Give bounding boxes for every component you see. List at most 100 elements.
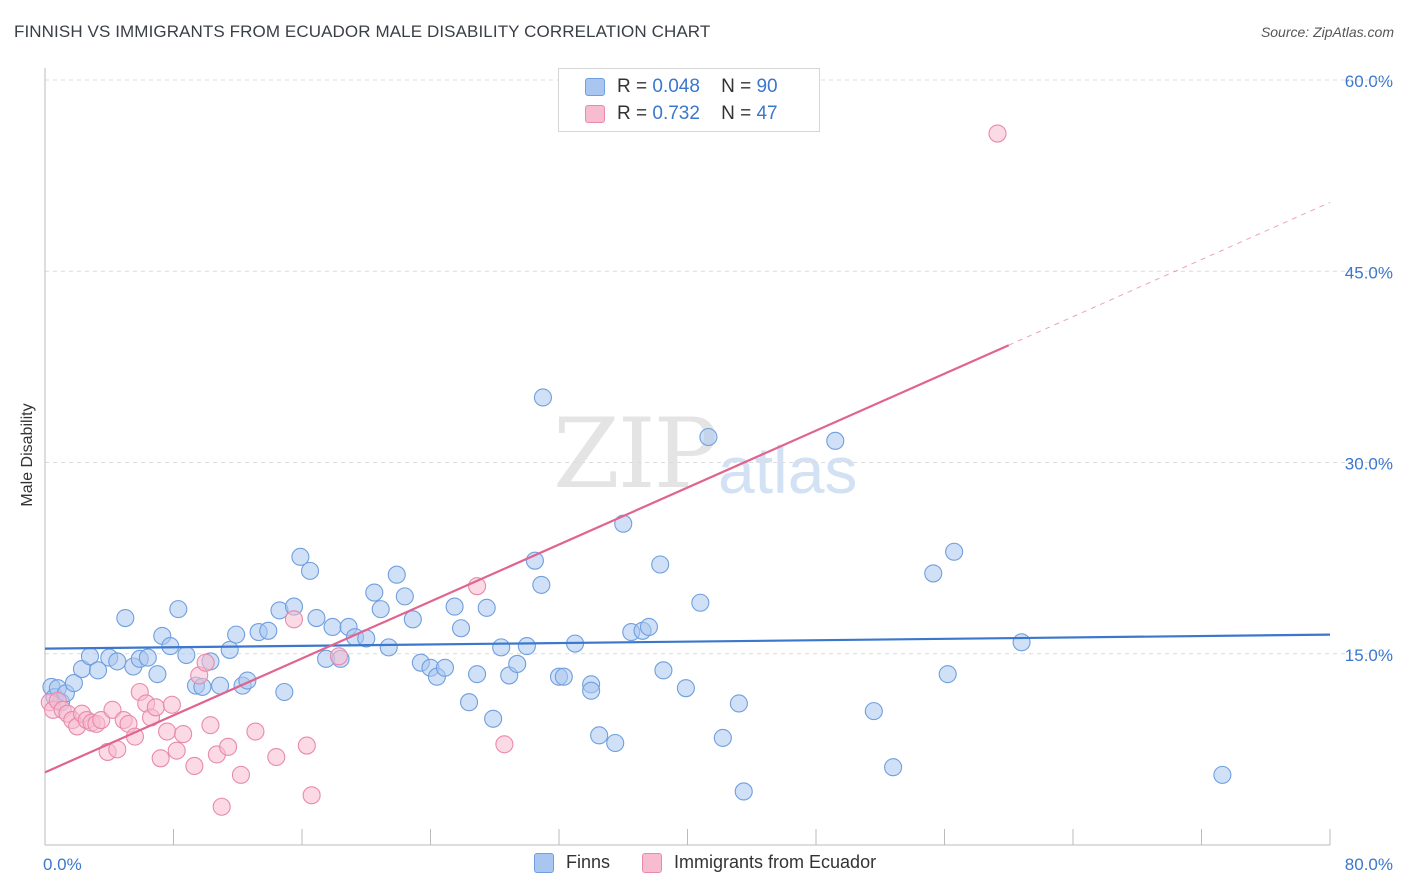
y-tick-label: 45.0% [1345,263,1393,282]
ecuador-point [158,722,177,741]
ecuador-point [246,722,265,741]
finns-point [676,679,695,698]
finns-point [884,758,903,777]
finns-point [64,674,83,693]
finns-point [938,665,957,684]
finns-point [532,575,551,594]
legend-row-ecuador: R = 0.732 N = 47 [585,102,778,126]
ecuador-point [302,786,321,805]
finns-point [395,587,414,606]
x-tick-label: 80.0% [1345,855,1393,874]
finns-point [945,542,964,561]
finns-point [590,726,609,745]
trend-line-ecuador-extension [1008,201,1331,346]
legend-n-label: N = [721,103,752,124]
finns-point [220,640,239,659]
ecuador-point [495,735,514,754]
finns-point [169,600,188,619]
ecuador-point [267,747,286,767]
finns-point [88,661,108,680]
finns-point [691,593,710,612]
legend-n-value-finns: 90 [756,76,778,97]
finns-point [108,652,127,671]
legend-row-finns: R = 0.048 N = 90 [585,75,778,99]
ecuador-point [219,737,238,756]
legend-r-value-ecuador: 0.732 [652,103,700,124]
bottom-legend-swatch-ecuador [642,852,663,873]
finns-point [639,617,659,637]
bottom-legend-item-finns: Finns [534,852,610,873]
finns-point [492,638,511,657]
finns-point [291,547,310,566]
finns-point [1012,633,1031,652]
ecuador-point [196,653,215,672]
ecuador-point [297,736,316,755]
finns-point [387,565,406,584]
finns-point [323,617,342,637]
finns-point [259,621,278,640]
y-tick-label: 30.0% [1345,455,1393,474]
finns-point [177,645,196,665]
finns-point [275,682,294,702]
legend-r-label: R = [617,103,648,124]
y-tick-label: 60.0% [1345,72,1393,91]
finns-point [477,598,496,617]
finns-point [148,665,167,684]
bottom-legend-label-ecuador: Immigrants from Ecuador [674,852,877,872]
ecuador-point [162,695,181,714]
stats-legend: R = 0.048 N = 90 R = 0.732 N = 47 [558,68,820,132]
finns-point [307,608,326,628]
ecuador-point [92,710,111,730]
legend-n-label: N = [721,76,752,97]
finns-point [699,427,718,447]
finns-point [734,782,753,801]
legend-r-label: R = [617,76,648,97]
bottom-legend: Finns Immigrants from Ecuador [534,852,908,873]
ecuador-point [988,124,1007,143]
finns-point [451,619,471,638]
finns-point [435,658,455,677]
trend-line-finns [44,633,1331,650]
finns-point [365,583,384,602]
ecuador-point [167,741,186,760]
finns-point [300,561,320,580]
ecuador-point [185,756,204,776]
finns-point [379,638,398,657]
finns-point [924,564,943,583]
finns-point [517,637,536,656]
finns-point [484,709,503,728]
legend-swatch-ecuador [585,105,605,123]
watermark-zip: ZIP [553,398,718,510]
ecuador-point [329,647,348,666]
finns-point [459,693,479,712]
finns-point [606,733,625,753]
legend-swatch-finns [585,78,605,96]
bottom-legend-item-ecuador: Immigrants from Ecuador [642,852,876,873]
finns-point [654,661,673,680]
finns-point [864,702,883,721]
ecuador-point [103,700,122,719]
x-tick-label: 0.0% [43,855,82,874]
ecuador-point [212,797,231,816]
finns-point [227,625,246,644]
finns-point [826,431,845,450]
finns-point [582,681,601,700]
finns-point [533,388,552,407]
bottom-legend-label-finns: Finns [566,852,611,872]
finns-point [651,555,670,574]
bottom-legend-swatch-finns [534,852,554,873]
legend-n-value-ecuador: 47 [756,103,778,124]
finns-point [554,667,573,686]
finns-point [116,608,135,628]
finns-point [403,610,422,629]
finns-point [445,597,464,616]
finns-point [161,637,180,656]
finns-point [508,654,527,674]
finns-point [729,694,748,713]
finns-point [713,728,732,747]
ecuador-point [284,610,304,629]
finns-point [371,600,390,619]
trend-line-ecuador [44,344,1010,774]
finns-point [468,665,487,684]
